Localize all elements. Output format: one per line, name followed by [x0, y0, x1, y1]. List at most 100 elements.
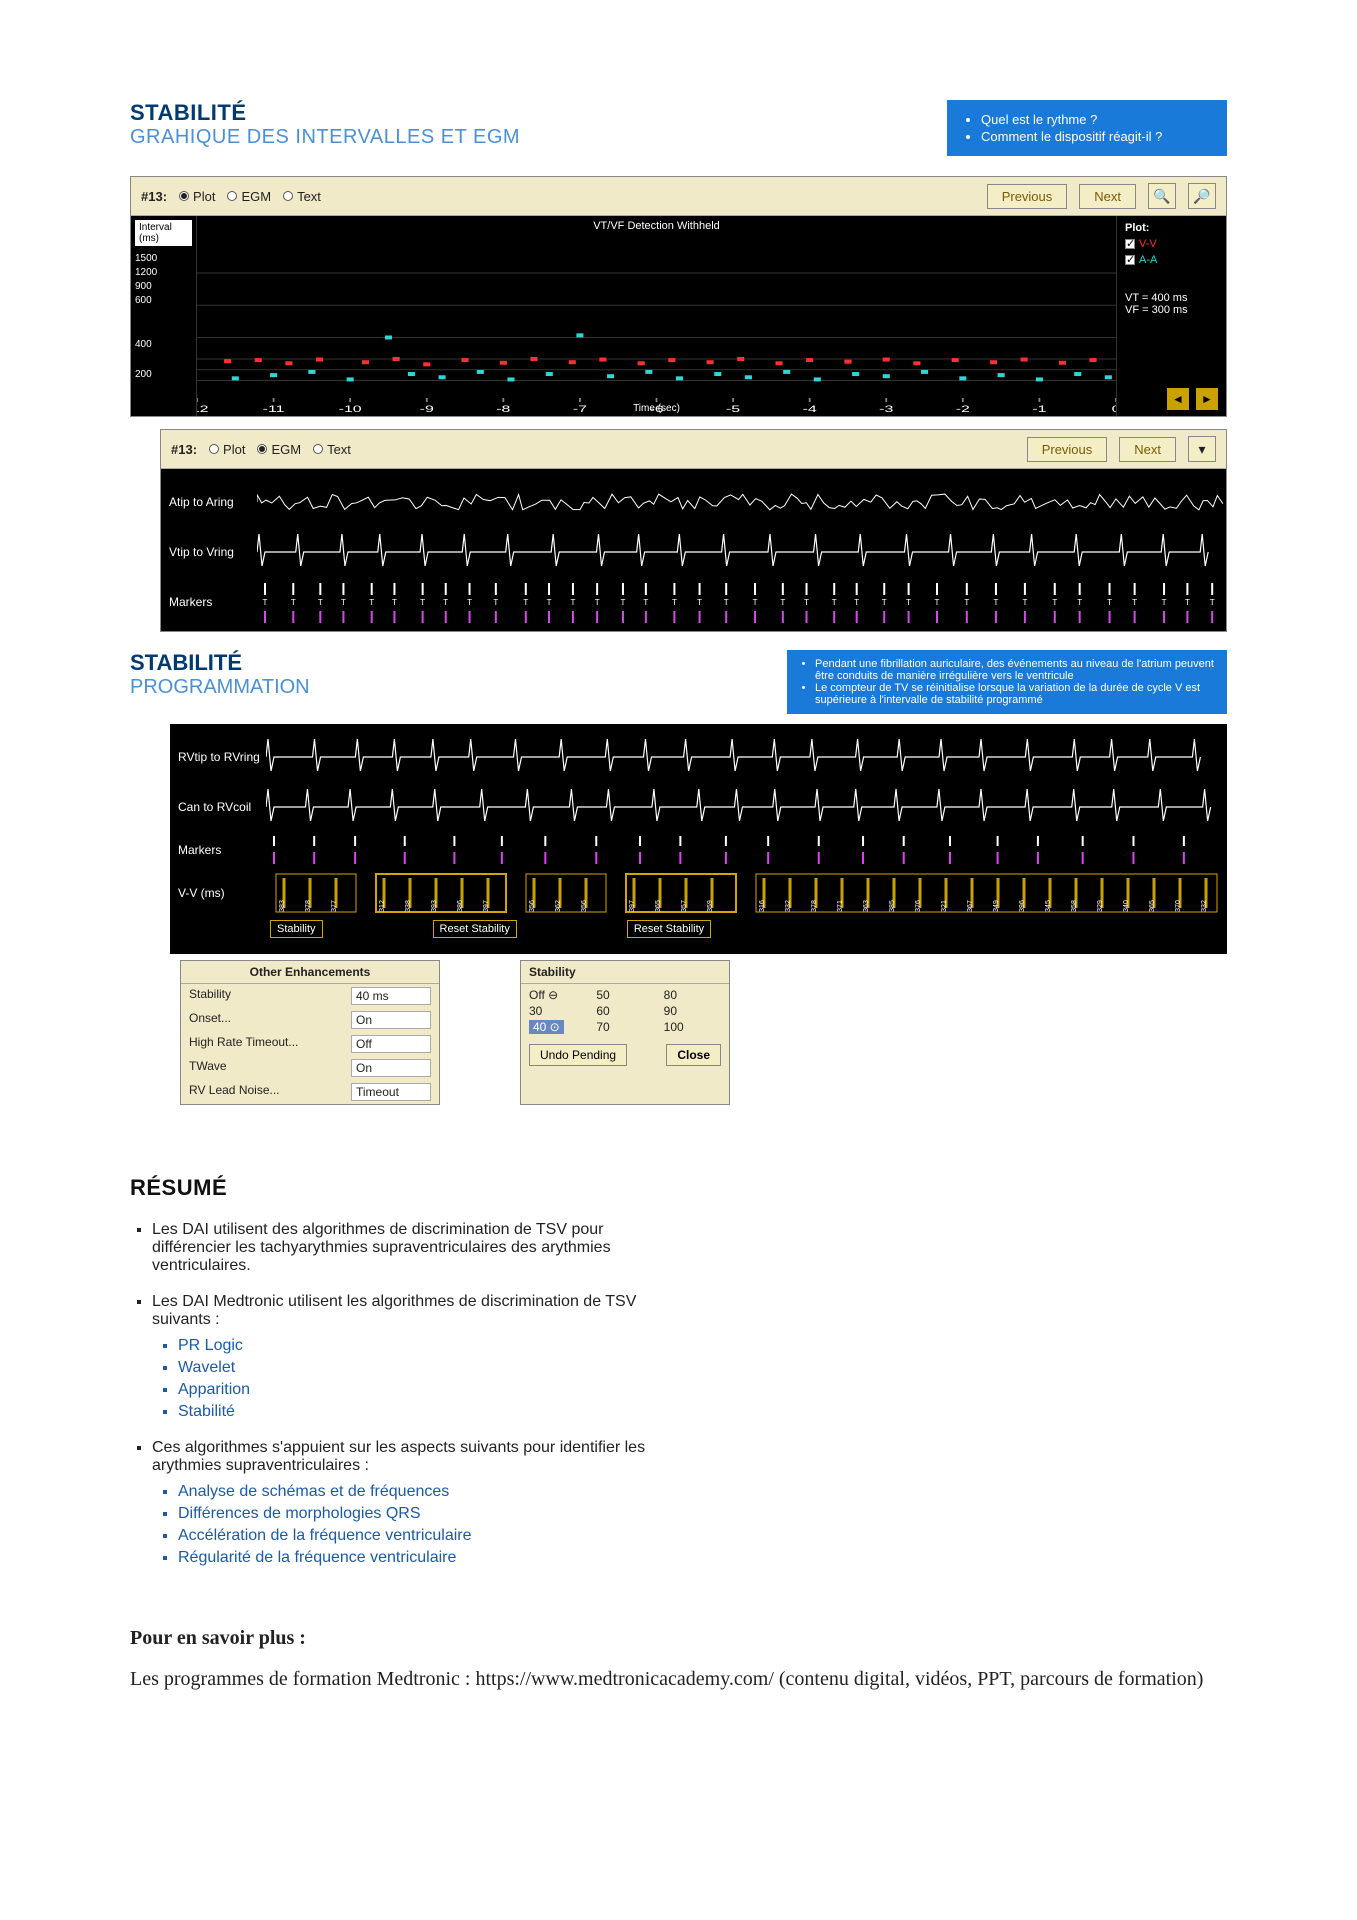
egm1-row-atip: Atip to Aring — [161, 477, 1226, 527]
settings-row-3[interactable]: TWaveOn — [181, 1056, 439, 1080]
egm1-extra-icon[interactable]: ▾ — [1188, 436, 1216, 462]
stability-label-1: Stability — [270, 920, 323, 938]
svg-text:332: 332 — [1201, 900, 1208, 912]
zoom-in-icon[interactable]: 🔍 — [1148, 183, 1176, 209]
undo-pending-button[interactable]: Undo Pending — [529, 1044, 627, 1066]
section2-header: STABILITÉ PROGRAMMATION Pendant une fibr… — [130, 650, 1227, 714]
stability-option[interactable]: 30 — [529, 1004, 586, 1018]
svg-text:-7: -7 — [573, 404, 587, 414]
section2-title-block: STABILITÉ PROGRAMMATION — [130, 650, 310, 699]
resume-subitem: Stabilité — [178, 1403, 672, 1421]
svg-text:T: T — [780, 598, 785, 607]
next-button[interactable]: Next — [1079, 184, 1136, 209]
svg-text:T: T — [493, 598, 498, 607]
svg-text:-1: -1 — [1032, 404, 1046, 414]
svg-text:T: T — [753, 598, 758, 607]
stability-option[interactable]: 60 — [596, 1004, 653, 1018]
egm2-label-rvtip: RVtip to RVring — [170, 750, 266, 764]
svg-text:T: T — [1107, 598, 1112, 607]
svg-text:T: T — [570, 598, 575, 607]
plot-toolbar: #13: Plot EGM Text Previous Next 🔍 🔎 — [131, 177, 1226, 216]
svg-text:T: T — [1162, 598, 1167, 607]
previous-button[interactable]: Previous — [987, 184, 1068, 209]
svg-text:397: 397 — [629, 900, 636, 912]
x-axis-label: Time (sec) — [633, 403, 680, 414]
question-2: Comment le dispositif réagit-il ? — [981, 129, 1211, 144]
svg-text:358: 358 — [1071, 900, 1078, 912]
settings-row-2[interactable]: High Rate Timeout...Off — [181, 1032, 439, 1056]
svg-text:376: 376 — [915, 900, 922, 912]
egm2-row-can: Can to RVcoil — [170, 782, 1227, 832]
settings-row-1[interactable]: Onset...On — [181, 1008, 439, 1032]
stability-option[interactable]: 100 — [664, 1020, 721, 1034]
svg-text:383: 383 — [279, 900, 286, 912]
legend-header: Plot: — [1125, 222, 1218, 234]
egm2-row-markers: Markers — [170, 832, 1227, 868]
legend-aa[interactable]: A-A — [1125, 254, 1218, 266]
radio-plot[interactable]: Plot — [179, 189, 215, 204]
stability-option[interactable]: 80 — [664, 988, 721, 1002]
interval-scatter-chart: -12-11-10-9-8-7-6-5-4-3-2-10 — [197, 216, 1116, 416]
svg-text:365: 365 — [655, 900, 662, 912]
svg-text:363: 363 — [863, 900, 870, 912]
egm1-trace-vtip — [257, 527, 1226, 577]
ytick-4: 400 — [135, 338, 192, 352]
svg-text:T: T — [643, 598, 648, 607]
egm1-radio-plot[interactable]: Plot — [209, 442, 245, 457]
stability-option[interactable]: 40 ⊙ — [529, 1020, 586, 1034]
more-info-header: Pour en savoir plus : — [130, 1627, 1227, 1650]
egm2-area: RVtip to RVring Can to RVcoil Markers V-… — [170, 724, 1227, 954]
svg-text:386: 386 — [457, 900, 464, 912]
more-info-body: Les programmes de formation Medtronic : … — [130, 1668, 1227, 1691]
section1-title-block: STABILITÉ GRAHIQUE DES INTERVALLES ET EG… — [130, 100, 520, 149]
more-info-section: Pour en savoir plus : Les programmes de … — [130, 1627, 1227, 1691]
egm1-radio-text[interactable]: Text — [313, 442, 351, 457]
question-1: Quel est le rythme ? — [981, 112, 1211, 127]
svg-text:397: 397 — [483, 900, 490, 912]
settings-value: On — [351, 1059, 431, 1077]
legend-aa-label: A-A — [1139, 254, 1157, 266]
plot-id: #13: — [141, 189, 167, 204]
settings-row-4[interactable]: RV Lead Noise...Timeout — [181, 1080, 439, 1104]
svg-text:T: T — [854, 598, 859, 607]
radio-text[interactable]: Text — [283, 189, 321, 204]
resume-item: Ces algorithmes s'appuient sur les aspec… — [152, 1439, 672, 1567]
svg-text:367: 367 — [967, 900, 974, 912]
svg-text:356: 356 — [529, 900, 536, 912]
svg-text:385: 385 — [889, 900, 896, 912]
svg-text:T: T — [1185, 598, 1190, 607]
resume-subitem: Différences de morphologies QRS — [178, 1505, 672, 1523]
egm1-radio-egm-label: EGM — [271, 442, 301, 457]
section1-subtitle: GRAHIQUE DES INTERVALLES ET EGM — [130, 126, 520, 149]
zoom-out-icon[interactable]: 🔎 — [1188, 183, 1216, 209]
egm1-next-button[interactable]: Next — [1119, 437, 1176, 462]
section2-title: STABILITÉ — [130, 650, 310, 676]
scroll-right-icon[interactable]: ► — [1196, 388, 1218, 410]
plot-area: Interval (ms) 1500 1200 900 600 400 200 … — [131, 216, 1226, 416]
egm1-panel: #13: Plot EGM Text Previous Next ▾ Atip … — [160, 429, 1227, 632]
egm1-radio-egm[interactable]: EGM — [257, 442, 301, 457]
close-button[interactable]: Close — [666, 1044, 721, 1066]
egm2-trace-markers — [266, 832, 1227, 868]
ytick-1: 1200 — [135, 266, 192, 280]
section2-notes-box: Pendant une fibrillation auriculaire, de… — [787, 650, 1227, 714]
stability-option[interactable]: 70 — [596, 1020, 653, 1034]
resume-list: Les DAI utilisent des algorithmes de dis… — [152, 1221, 1227, 1567]
settings-row-0[interactable]: Stability40 ms — [181, 984, 439, 1008]
svg-text:332: 332 — [785, 900, 792, 912]
stability-grid: Off ⊖ 50 80 30 60 90 40 ⊙ 70 100 — [521, 984, 729, 1038]
svg-text:321: 321 — [941, 900, 948, 912]
legend-vv[interactable]: V-V — [1125, 238, 1218, 250]
egm1-previous-button[interactable]: Previous — [1027, 437, 1108, 462]
stability-option[interactable]: Off ⊖ — [529, 988, 586, 1002]
svg-text:-8: -8 — [496, 404, 510, 414]
radio-egm[interactable]: EGM — [227, 189, 271, 204]
resume-item: Les DAI utilisent des algorithmes de dis… — [152, 1221, 672, 1275]
svg-text:338: 338 — [405, 900, 412, 912]
svg-text:T: T — [369, 598, 374, 607]
scroll-left-icon[interactable]: ◄ — [1167, 388, 1189, 410]
svg-text:T: T — [697, 598, 702, 607]
stability-option[interactable]: 50 — [596, 988, 653, 1002]
stability-option[interactable]: 90 — [664, 1004, 721, 1018]
egm1-area: Atip to Aring Vtip to Vring Markers TTTT… — [161, 469, 1226, 631]
